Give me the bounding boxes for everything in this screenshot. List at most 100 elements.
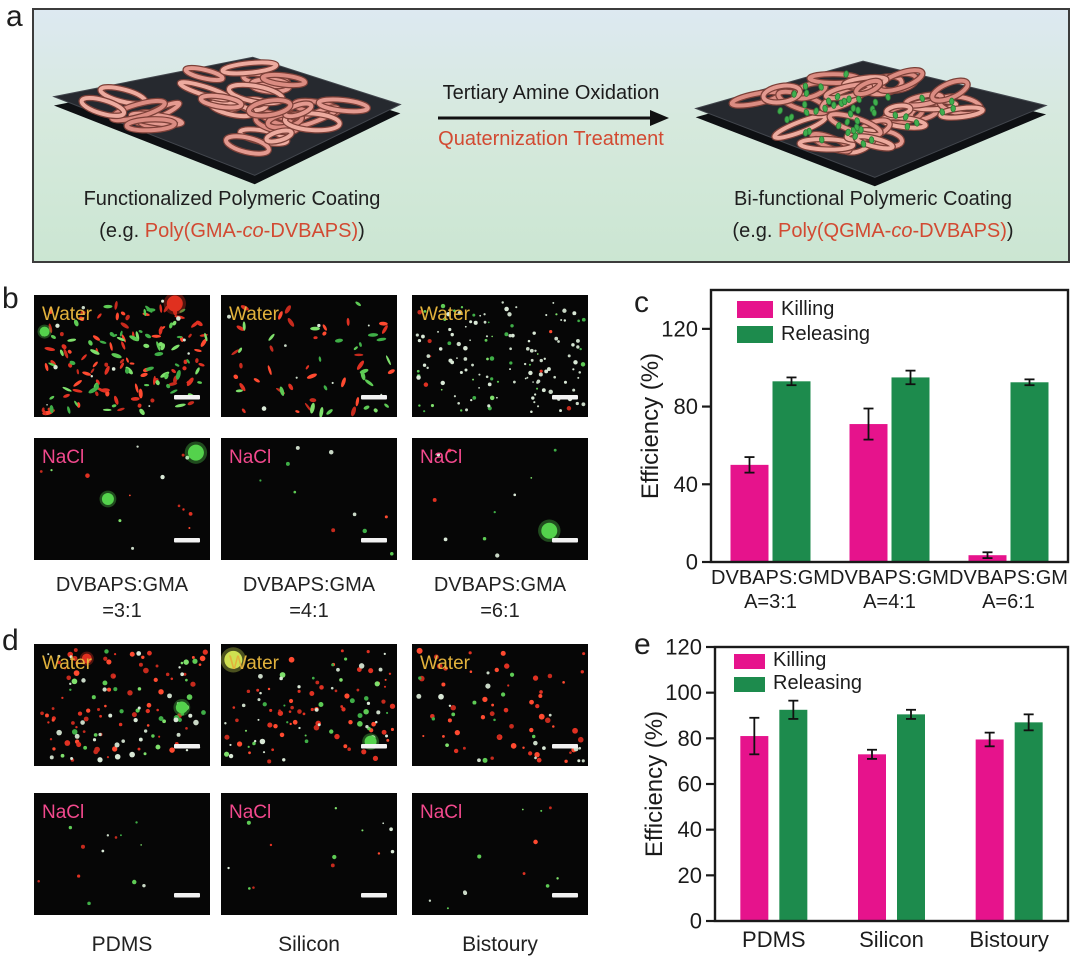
micrograph-b-nacl-1: NaCl	[34, 438, 210, 565]
y-tick-label: 80	[674, 394, 698, 419]
x-category-label: DVBAPS:GM	[711, 567, 830, 589]
panel-b-caption-2: DVBAPS:GMA =4:1	[220, 572, 398, 624]
panel-c-letter: c	[634, 286, 649, 319]
formula-red-start: Poly(QGMA-	[777, 220, 892, 242]
caption-line: =4:1	[289, 600, 329, 622]
micrograph-condition-label: NaCl	[229, 447, 271, 468]
caption-line: =6:1	[480, 600, 520, 622]
micrograph-d-water-3: Water	[412, 644, 588, 771]
micrograph-b-water-3: Water	[412, 295, 588, 422]
caption-line: PDMS	[91, 933, 153, 956]
bar-releasing	[779, 709, 808, 921]
legend-swatch-killing	[734, 654, 765, 669]
arrow-label-bottom: Quaternization Treatment	[438, 128, 664, 150]
micrograph-condition-label: Water	[229, 653, 280, 674]
scale-bar	[552, 893, 578, 898]
micrograph-d-nacl-3: NaCl	[412, 793, 588, 920]
legend-swatch-releasing	[734, 677, 765, 692]
chart-killing-releasing-by-substrate: 0 20 40 60 80 100 120 Killing Releasing Efficienc…	[630, 618, 1080, 956]
bar-killing	[858, 754, 886, 921]
y-tick-label: 120	[665, 635, 702, 660]
micrograph-condition-label: Water	[229, 304, 280, 325]
y-tick-label: 0	[686, 550, 698, 575]
arrow-label-top: Tertiary Amine Oxidation	[442, 82, 660, 104]
micrograph-d-nacl-1: NaCl	[34, 793, 210, 920]
caption-line: =3:1	[102, 600, 142, 622]
legend-label: Killing	[773, 649, 826, 671]
caption-line: DVBAPS:GMA	[433, 574, 567, 596]
scale-bar	[174, 893, 200, 898]
formula-red-end: -DVBAPS)	[912, 220, 1007, 242]
panel-e-letter: e	[634, 628, 651, 661]
legend-swatch-releasing	[737, 326, 773, 343]
panel-d-caption-3: Bistoury	[411, 932, 589, 956]
micrograph-b-water-2: Water	[221, 295, 397, 422]
micrograph-condition-label: Water	[42, 653, 93, 674]
micrograph-condition-label: Water	[420, 304, 471, 325]
y-tick-label: 100	[665, 680, 702, 705]
bar-releasing	[772, 381, 811, 562]
right-coating-caption: Bi-functional Polymeric Coating (e.g. Po…	[697, 188, 1049, 243]
panel-d-caption-2: Silicon	[220, 932, 398, 956]
formula-red-end: -DVBAPS)	[263, 220, 359, 242]
right-coating-formula: (e.g. Poly(QGMA-co-DVBAPS))	[697, 220, 1049, 243]
panel-d-caption-1: PDMS	[33, 932, 211, 956]
scale-bar	[361, 744, 387, 749]
bar-killing	[740, 736, 769, 921]
bar-releasing	[897, 714, 925, 921]
micrograph-condition-label: NaCl	[420, 802, 462, 823]
scale-bar	[174, 395, 200, 400]
x-category-label: DVBAPS:GM	[949, 567, 1068, 589]
micrograph-b-water-1: Water	[34, 292, 210, 422]
legend-label: Killing	[781, 298, 834, 320]
panel-b-letter: b	[2, 282, 19, 315]
y-axis-label: Efficiency (%)	[641, 711, 668, 857]
legend-label: Releasing	[781, 323, 870, 345]
reaction-arrow-icon	[438, 110, 669, 126]
panel-b-caption-3: DVBAPS:GMA =6:1	[411, 572, 589, 624]
y-tick-label: 40	[674, 472, 698, 497]
polymer-coating-illustration	[52, 56, 1048, 187]
scale-bar	[361, 893, 387, 898]
caption-line: Bistoury	[462, 933, 538, 956]
bar-killing	[730, 464, 769, 562]
x-category-label: PDMS	[742, 927, 806, 952]
x-category-label: A=6:1	[982, 591, 1035, 613]
bar-killing	[975, 739, 1004, 921]
left-coating-caption: Functionalized Polymeric Coating (e.g. P…	[56, 188, 408, 243]
panel-b-caption-1: DVBAPS:GMA =3:1	[33, 572, 211, 624]
left-coating-formula: (e.g. Poly(GMA-co-DVBAPS))	[56, 220, 408, 243]
micrograph-b-nacl-2: NaCl	[221, 438, 397, 565]
caption-line: Silicon	[278, 933, 340, 956]
micrograph-b-nacl-3: NaCl	[412, 438, 588, 565]
bar-releasing	[1014, 722, 1043, 921]
scale-bar	[174, 538, 200, 543]
bar-killing	[849, 424, 888, 562]
formula-red-italic: co	[891, 220, 913, 242]
micrograph-condition-label: Water	[42, 304, 93, 325]
y-tick-label: 40	[678, 817, 702, 842]
x-category-label: DVBAPS:GM	[830, 567, 949, 589]
chart-killing-releasing-by-ratio: 0 40 80 120 Killing Releasing Efficiency (%) DV…	[630, 283, 1080, 618]
micrograph-d-water-1: Water	[34, 644, 210, 771]
caption-line: DVBAPS:GMA	[242, 574, 376, 596]
legend-swatch-killing	[737, 301, 773, 318]
bar-releasing	[891, 377, 930, 562]
scale-bar	[174, 744, 200, 749]
y-tick-label: 60	[678, 772, 702, 797]
y-tick-label: 0	[690, 909, 702, 934]
scale-bar	[361, 395, 387, 400]
micrograph-condition-label: NaCl	[229, 802, 271, 823]
formula-suffix: )	[1006, 220, 1014, 242]
x-category-label: A=3:1	[744, 591, 797, 613]
scale-bar	[361, 538, 387, 543]
y-tick-label: 20	[678, 863, 702, 888]
right-coating-title: Bi-functional Polymeric Coating	[734, 188, 1012, 210]
micrograph-condition-label: NaCl	[42, 802, 84, 823]
scale-bar	[552, 538, 578, 543]
micrograph-d-water-2: Water	[220, 644, 397, 771]
x-category-label: A=4:1	[863, 591, 916, 613]
panel-a-schematic: Tertiary Amine Oxidation Quaternization …	[32, 8, 1070, 263]
caption-line: DVBAPS:GMA	[55, 574, 189, 596]
